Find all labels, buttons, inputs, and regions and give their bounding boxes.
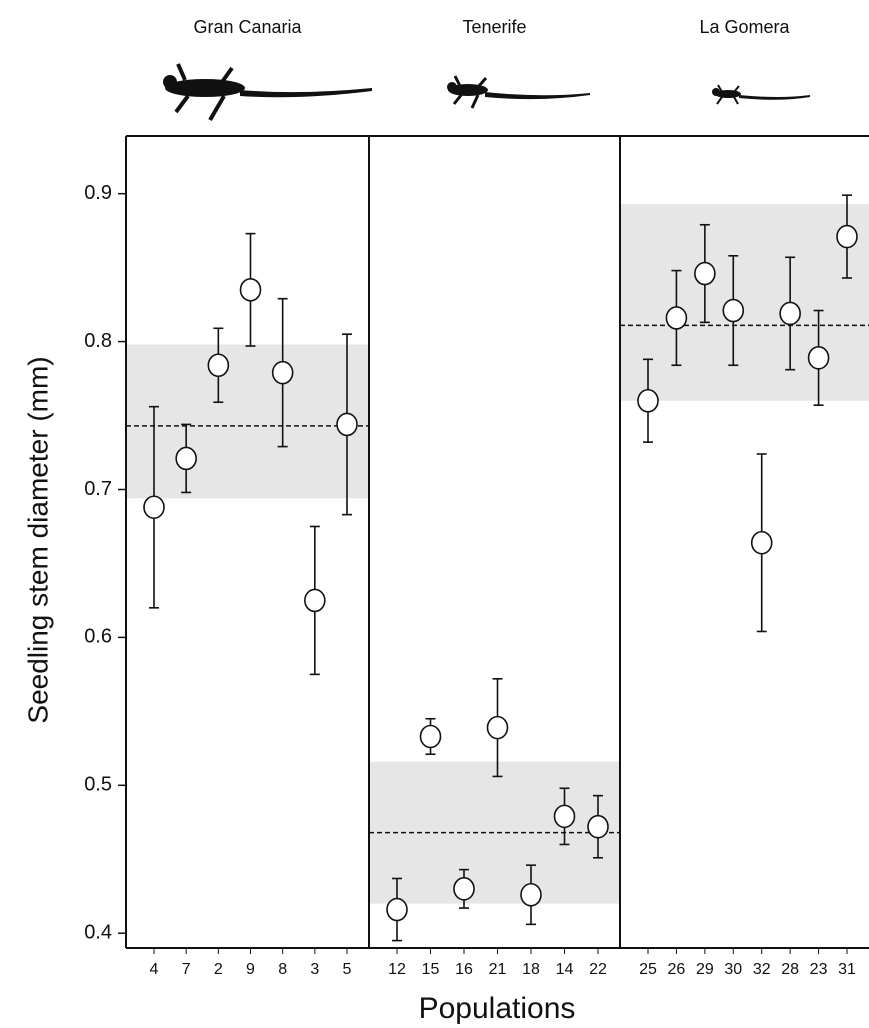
point bbox=[419, 724, 442, 749]
point bbox=[722, 298, 745, 323]
lizard-icon bbox=[447, 75, 590, 109]
x-tick-label: 29 bbox=[696, 961, 714, 978]
x-tick-label: 2 bbox=[214, 961, 223, 978]
x-tick-label: 32 bbox=[753, 961, 771, 978]
panel-title: Gran Canaria bbox=[193, 17, 302, 37]
y-tick-label: 0.9 bbox=[84, 182, 112, 204]
x-tick-label: 9 bbox=[246, 961, 255, 978]
x-tick-label: 3 bbox=[310, 961, 319, 978]
point bbox=[750, 530, 773, 555]
y-tick-label: 0.7 bbox=[84, 478, 112, 500]
y-tick-label: 0.4 bbox=[84, 921, 112, 943]
x-tick-label: 12 bbox=[388, 961, 406, 978]
x-tick-label: 18 bbox=[522, 961, 540, 978]
x-tick-label: 7 bbox=[182, 961, 191, 978]
point bbox=[143, 495, 165, 520]
point bbox=[587, 814, 609, 839]
point bbox=[694, 261, 716, 286]
y-axis-label: Seedling stem diameter (mm) bbox=[22, 356, 53, 723]
x-tick-label: 25 bbox=[639, 961, 657, 978]
x-tick-label: 16 bbox=[455, 961, 473, 978]
x-tick-label: 26 bbox=[668, 961, 686, 978]
x-tick-label: 14 bbox=[556, 961, 574, 978]
range-band bbox=[369, 761, 620, 904]
panel-title: La Gomera bbox=[699, 17, 790, 37]
x-axis-label: Populations bbox=[419, 992, 576, 1025]
point bbox=[553, 804, 576, 829]
point bbox=[637, 388, 659, 413]
x-tick-label: 4 bbox=[150, 961, 159, 978]
x-tick-label: 22 bbox=[589, 961, 607, 978]
x-tick-label: 23 bbox=[810, 961, 828, 978]
panel-title: Tenerife bbox=[462, 17, 526, 37]
x-tick-label: 28 bbox=[781, 961, 799, 978]
x-tick-label: 15 bbox=[422, 961, 440, 978]
x-tick-label: 30 bbox=[724, 961, 742, 978]
lizard-icons bbox=[163, 63, 810, 122]
point bbox=[271, 360, 294, 385]
y-tick-label: 0.8 bbox=[84, 330, 112, 352]
range-band bbox=[126, 344, 369, 499]
lizard-icon bbox=[163, 63, 372, 122]
range-band bbox=[620, 204, 869, 401]
y-tick-label: 0.6 bbox=[84, 626, 112, 648]
point bbox=[665, 306, 688, 330]
point bbox=[239, 278, 262, 302]
x-tick-label: 5 bbox=[343, 961, 352, 978]
lizard-icon bbox=[712, 84, 810, 105]
x-tick-label: 8 bbox=[278, 961, 287, 978]
point bbox=[486, 715, 509, 740]
point bbox=[336, 412, 358, 437]
point bbox=[520, 882, 542, 907]
x-tick-label: 31 bbox=[838, 961, 856, 978]
y-tick-label: 0.5 bbox=[84, 774, 112, 796]
point bbox=[779, 301, 801, 326]
point bbox=[836, 224, 858, 249]
point bbox=[453, 877, 475, 901]
point bbox=[304, 588, 326, 613]
point bbox=[807, 346, 830, 370]
x-tick-label: 21 bbox=[489, 961, 507, 978]
point bbox=[386, 897, 408, 922]
point bbox=[207, 353, 230, 378]
point bbox=[175, 446, 197, 471]
